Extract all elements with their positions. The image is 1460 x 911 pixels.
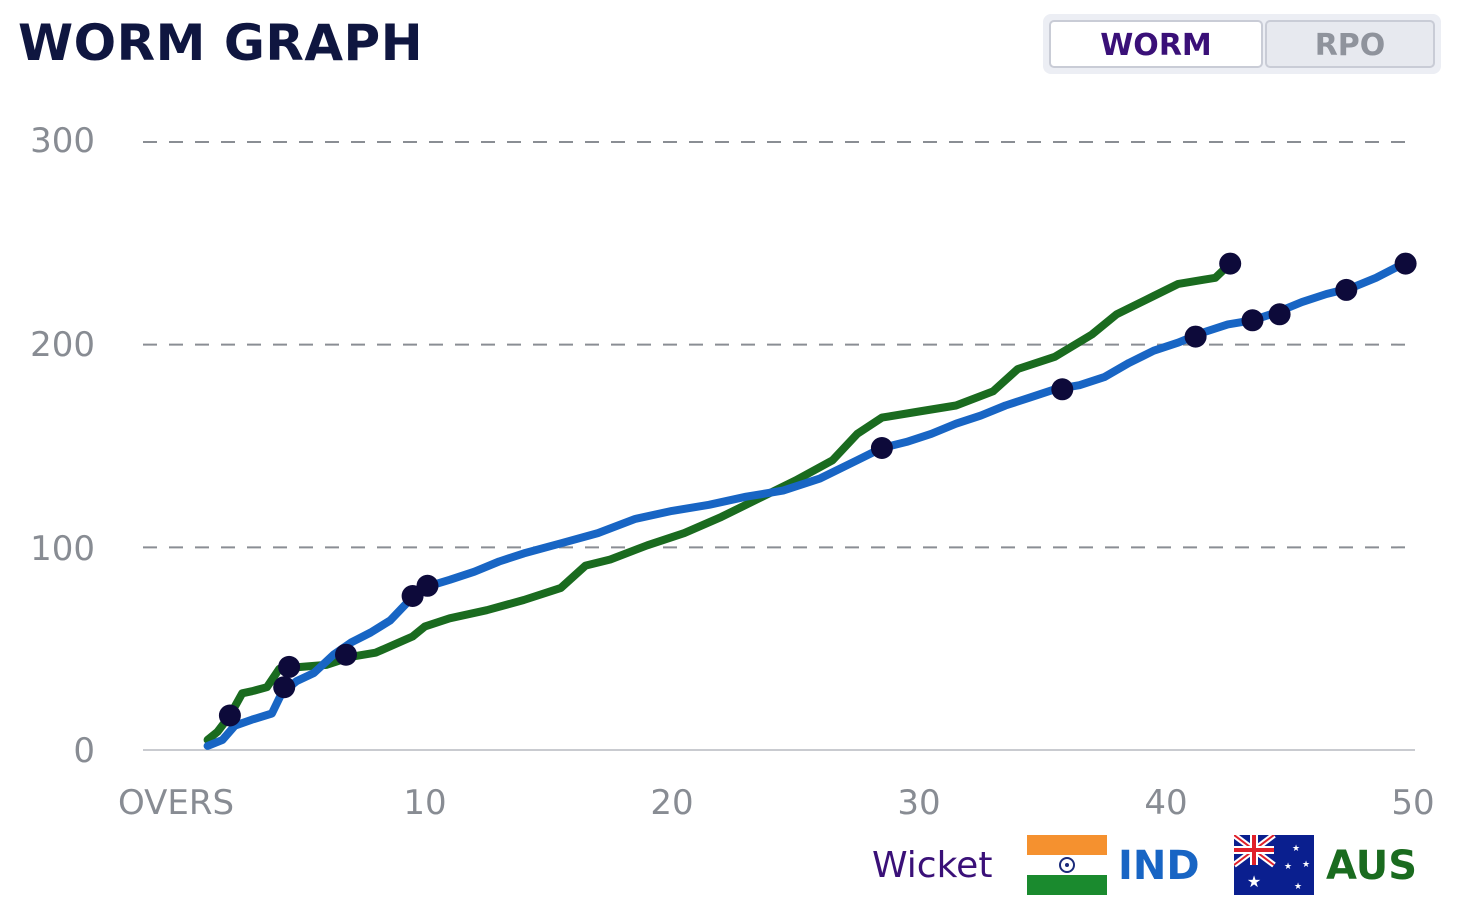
ind-wicket-marker-1[interactable] [218,704,241,727]
aus-wicket-marker-2[interactable] [335,643,357,666]
ind-wicket-marker-2[interactable] [278,655,301,678]
aus-wicket-marker-6[interactable] [1051,378,1074,401]
aus-wicket-marker-11[interactable] [1394,252,1417,275]
grid-lines [143,141,1415,549]
worm-tab[interactable]: WORM [1049,20,1263,68]
svg-text:★: ★ [1247,872,1261,891]
x-tick-label-50: 50 [1391,783,1434,823]
x-axis-label: OVERS [118,783,234,823]
rpo-tab[interactable]: RPO [1265,20,1435,68]
aus-wicket-marker-9[interactable] [1268,303,1291,326]
australia-flag-icon: ★ ★ ★ ★ ★ [1234,835,1314,895]
y-tick-label-200: 200 [30,325,95,365]
aus-wicket-marker-4[interactable] [416,574,439,597]
x-tick-label-40: 40 [1144,783,1187,823]
svg-text:★: ★ [1292,844,1300,854]
x-tick-label-10: 10 [403,783,446,823]
svg-text:★: ★ [1294,882,1302,892]
x-tick-label-20: 20 [650,783,693,823]
aus-wicket-marker-7[interactable] [1184,325,1207,348]
wicket-markers [218,252,1417,727]
svg-text:★: ★ [1302,860,1310,870]
x-tick-label-30: 30 [897,783,940,823]
aus-wicket-marker-10[interactable] [1335,278,1358,301]
y-tick-label-0: 0 [73,731,95,771]
y-tick-label-300: 300 [30,121,95,161]
y-tick-label-100: 100 [30,529,95,569]
aus-wicket-marker-5[interactable] [870,437,893,459]
legend-aus-label: AUS [1326,843,1418,889]
legend-ind-label: IND [1118,843,1200,889]
aus-wicket-marker-8[interactable] [1241,309,1264,332]
legend-wicket-label: Wicket [872,845,993,886]
ind-wicket-marker-3[interactable] [1219,252,1242,275]
svg-text:★: ★ [1284,862,1292,872]
chart-mode-toggle: WORM RPO [1043,14,1441,74]
page-title: WORM GRAPH [18,14,424,72]
aus-score-line [203,259,1410,750]
india-flag-icon [1027,835,1107,895]
aus-wicket-marker-1[interactable] [273,676,296,699]
